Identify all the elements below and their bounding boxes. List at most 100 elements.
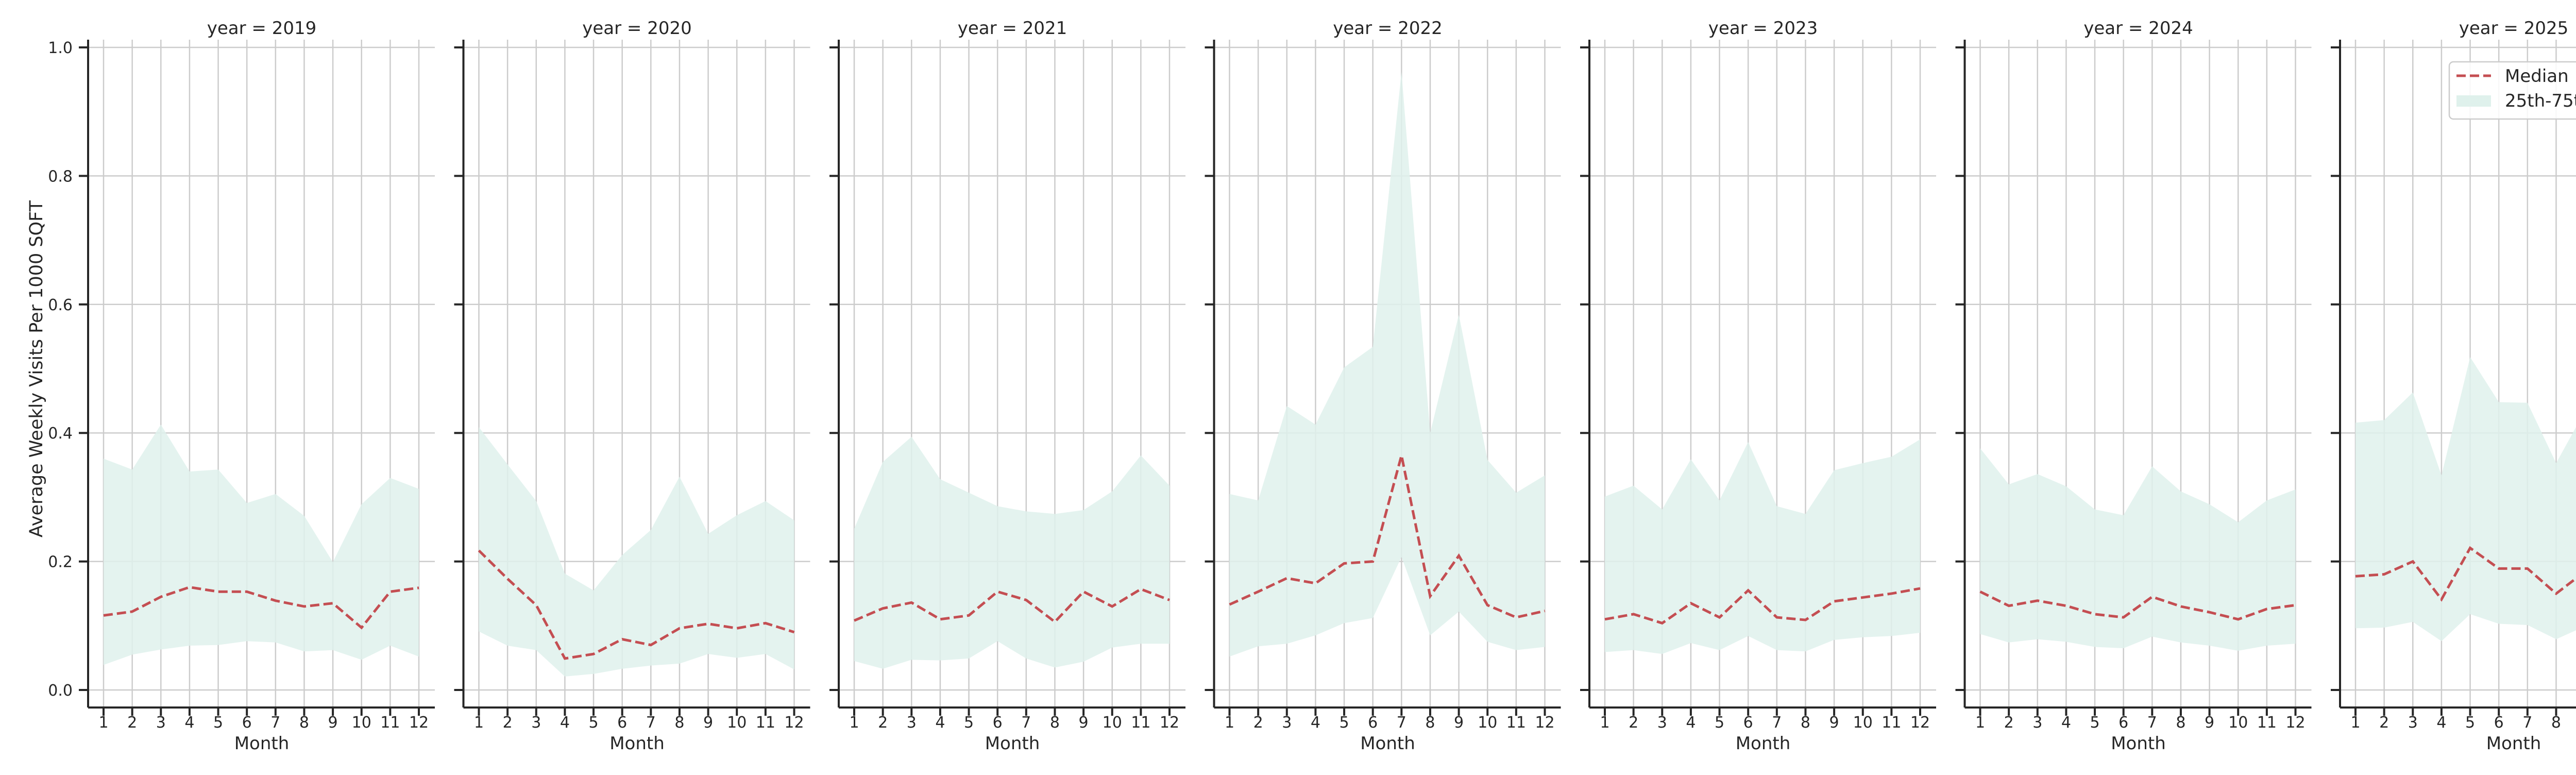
x-tick-label: 6 (2119, 714, 2128, 732)
x-tick-label: 5 (1715, 714, 1724, 732)
x-tick-label: 10 (1103, 714, 1122, 732)
median-line (1229, 455, 1546, 619)
x-axis-label: Month (1360, 733, 1415, 754)
y-axis-label: Average Weekly Visits Per 1000 SQFT (26, 200, 47, 537)
x-axis-label: Month (234, 733, 290, 754)
median-line (2355, 546, 2576, 602)
x-tick-label: 12 (1535, 714, 1554, 732)
median-line (1979, 590, 2296, 621)
x-tick-label: 9 (1829, 714, 1839, 732)
panel-title: year = 2022 (1333, 18, 1442, 39)
percentile-band (104, 424, 419, 665)
x-tick-label: 7 (2147, 714, 2157, 732)
x-tick-label: 7 (270, 714, 280, 732)
y-tick-label: 0.0 (48, 682, 73, 700)
x-tick-label: 3 (907, 714, 917, 732)
y-tick-label: 0.8 (48, 167, 73, 186)
x-axis-label: Month (609, 733, 665, 754)
x-tick-label: 4 (935, 714, 945, 732)
x-tick-label: 1 (849, 714, 859, 732)
x-tick-label: 2 (503, 714, 513, 732)
x-tick-label: 8 (1425, 714, 1435, 732)
median-line (1604, 587, 1921, 625)
x-tick-label: 1 (2350, 714, 2360, 732)
x-tick-label: 1 (1600, 714, 1609, 732)
median-line (854, 587, 1170, 624)
x-tick-label: 3 (531, 714, 541, 732)
x-tick-label: 10 (352, 714, 371, 732)
y-tick-label: 0.2 (48, 553, 73, 571)
x-axis-label: Month (2486, 733, 2541, 754)
x-tick-label: 6 (1368, 714, 1378, 732)
percentile-band (854, 436, 1170, 669)
x-tick-label: 3 (156, 714, 166, 732)
x-tick-label: 4 (2061, 714, 2071, 732)
x-tick-label: 11 (1506, 714, 1526, 732)
x-tick-label: 8 (2551, 714, 2561, 732)
x-tick-label: 8 (2176, 714, 2185, 732)
x-tick-label: 5 (1339, 714, 1349, 732)
x-tick-label: 9 (1079, 714, 1089, 732)
x-tick-label: 2 (127, 714, 137, 732)
x-tick-label: 12 (1160, 714, 1179, 732)
x-tick-label: 6 (993, 714, 1003, 732)
x-tick-label: 7 (1397, 714, 1406, 732)
x-tick-label: 2 (1253, 714, 1263, 732)
percentile-band (1980, 448, 2296, 651)
x-tick-label: 7 (1772, 714, 1782, 732)
x-tick-label: 4 (1686, 714, 1696, 732)
percentile-band (1605, 439, 1920, 654)
x-tick-label: 6 (2494, 714, 2504, 732)
x-tick-label: 9 (328, 714, 338, 732)
y-tick-label: 0.6 (48, 296, 73, 314)
panel-title: year = 2019 (207, 18, 316, 39)
x-tick-label: 4 (1311, 714, 1320, 732)
x-tick-label: 6 (1743, 714, 1753, 732)
x-tick-label: 10 (2228, 714, 2248, 732)
x-tick-label: 5 (2465, 714, 2475, 732)
x-tick-label: 12 (2285, 714, 2305, 732)
legend-median-label: Median (2505, 66, 2569, 87)
x-tick-label: 1 (1225, 714, 1234, 732)
x-tick-label: 12 (784, 714, 804, 732)
x-tick-label: 9 (2205, 714, 2214, 732)
x-tick-label: 3 (1657, 714, 1667, 732)
x-tick-label: 4 (2436, 714, 2446, 732)
x-tick-label: 3 (2408, 714, 2418, 732)
panel-title: year = 2020 (582, 18, 691, 39)
x-axis-label: Month (2111, 733, 2166, 754)
x-tick-label: 7 (646, 714, 656, 732)
legend-band-swatch (2456, 95, 2491, 107)
x-tick-label: 5 (588, 714, 598, 732)
x-tick-label: 11 (1882, 714, 1901, 732)
x-axis-label: Month (985, 733, 1040, 754)
x-tick-label: 11 (2257, 714, 2277, 732)
panel-title: year = 2023 (1708, 18, 1818, 39)
x-tick-label: 11 (380, 714, 400, 732)
percentile-band (479, 427, 794, 677)
x-tick-label: 1 (1975, 714, 1985, 732)
x-tick-label: 5 (213, 714, 223, 732)
percentile-band (2355, 357, 2576, 642)
x-tick-label: 12 (409, 714, 429, 732)
x-tick-label: 1 (474, 714, 484, 732)
y-tick-label: 0.4 (48, 425, 73, 443)
legend-band-label: 25th-75th Percentile (2505, 91, 2576, 111)
x-tick-label: 10 (1853, 714, 1873, 732)
x-axis-label: Month (1736, 733, 1791, 754)
x-tick-label: 2 (2379, 714, 2389, 732)
percentile-band (1229, 72, 1545, 657)
x-tick-label: 11 (1131, 714, 1150, 732)
x-tick-label: 2 (878, 714, 888, 732)
x-tick-label: 10 (727, 714, 747, 732)
x-tick-label: 8 (674, 714, 684, 732)
x-tick-label: 8 (1801, 714, 1810, 732)
panel-title: year = 2025 (2459, 18, 2568, 39)
x-tick-label: 5 (2090, 714, 2099, 732)
